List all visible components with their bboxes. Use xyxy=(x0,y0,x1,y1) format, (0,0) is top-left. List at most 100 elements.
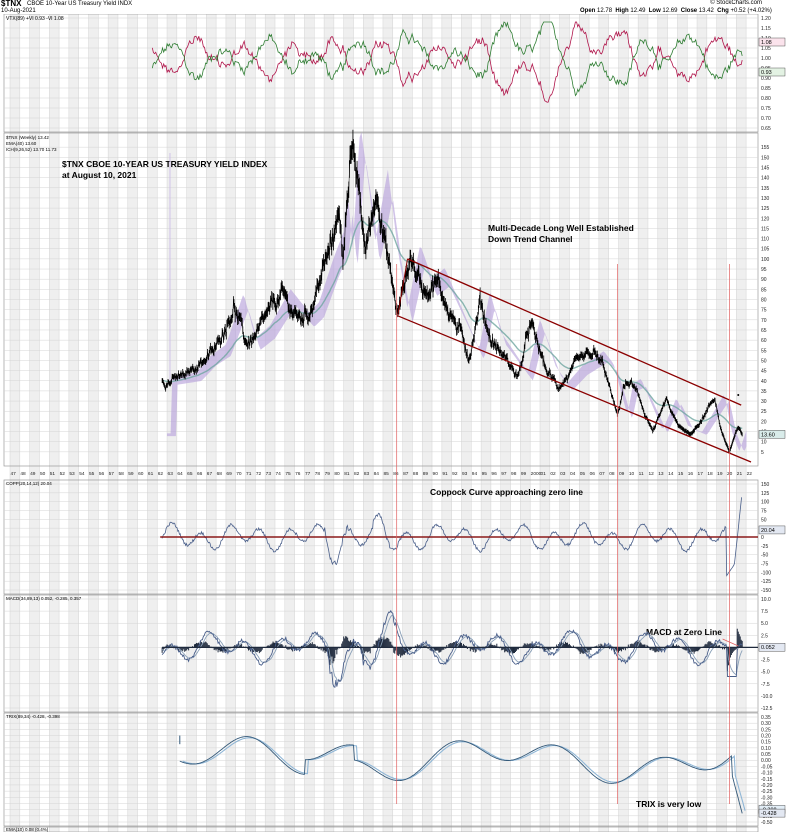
y-tick-label: -0.50 xyxy=(761,820,773,826)
y-tick-label: 0.80 xyxy=(761,96,771,102)
x-tick-label: 53 xyxy=(69,471,75,477)
y-tick-label: 35 xyxy=(761,389,767,395)
y-tick-label: -0.35 xyxy=(761,801,773,807)
vortex-y-axis: 1.201.151.101.051.000.950.900.850.800.75… xyxy=(4,16,771,132)
x-tick-label: 60 xyxy=(138,471,144,477)
x-tick-label: 14 xyxy=(668,471,674,477)
year-stripe xyxy=(88,14,99,832)
price-dot xyxy=(737,393,740,396)
y-tick-label: -25 xyxy=(761,544,768,550)
y-tick-label: 0.30 xyxy=(761,721,771,727)
year-stripe xyxy=(225,14,236,832)
trix-panel-frame xyxy=(3,712,759,827)
x-tick-label: 75 xyxy=(285,471,291,477)
y-tick-label: -150 xyxy=(761,588,771,594)
y-tick-label: 0.15 xyxy=(761,740,771,746)
x-tick-label: 04 xyxy=(570,471,576,477)
x-tick-label: 01 xyxy=(541,471,547,477)
y-tick-label: 65 xyxy=(761,328,767,334)
year-stripe xyxy=(579,14,590,832)
x-tick-label: 96 xyxy=(491,471,497,477)
x-tick-label: 92 xyxy=(452,471,458,477)
trix-legend: TRIX(89,34) -0.428, -0.398 xyxy=(6,714,60,719)
y-tick-label: 150 xyxy=(761,482,770,488)
high-label: High xyxy=(615,8,629,14)
vertical-grid xyxy=(9,14,747,832)
trix-y-axis: 0.350.300.250.200.150.100.050.00-0.05-0.… xyxy=(4,715,773,826)
x-tick-label: 78 xyxy=(315,471,321,477)
year-stripe xyxy=(127,14,138,832)
y-tick-label: 2.5 xyxy=(761,633,768,639)
y-tick-label: 140 xyxy=(761,176,770,182)
y-tick-label: 95 xyxy=(761,267,767,273)
x-tick-label: 82 xyxy=(354,471,360,477)
channel-annotation-2: Down Trend Channel xyxy=(488,234,573,244)
x-tick-label: 89 xyxy=(423,471,429,477)
year-stripe xyxy=(540,14,550,832)
y-tick-label: 0.10 xyxy=(761,746,771,752)
high-value: 12.49 xyxy=(630,8,646,14)
y-tick-label: 50 xyxy=(761,517,767,523)
x-tick-label: 16 xyxy=(688,471,694,477)
y-tick-label: 7.5 xyxy=(761,609,768,615)
price-legend-1: EMA(40) 13.60 xyxy=(6,141,37,146)
y-tick-label: 100 xyxy=(761,500,770,506)
y-tick-label: 135 xyxy=(761,186,770,192)
x-tick-label: 54 xyxy=(79,471,85,477)
price-legend-0: $TNX (Weekly) 13.42 xyxy=(6,135,49,140)
y-tick-label: 0.65 xyxy=(761,126,771,132)
y-tick-label: -0.20 xyxy=(761,783,773,789)
y-tick-label: 130 xyxy=(761,196,770,202)
x-tick-label: 57 xyxy=(109,471,115,477)
macd-annotation: MACD at Zero Line xyxy=(646,627,722,637)
year-stripe xyxy=(324,14,334,832)
y-tick-label: 75 xyxy=(761,308,767,314)
chart-date: 10-Aug-2021 xyxy=(1,8,36,14)
coppock-last-label: 20.04 xyxy=(761,528,775,534)
x-tick-label: 83 xyxy=(364,471,370,477)
y-tick-label: 25 xyxy=(761,409,767,415)
low-value: 12.69 xyxy=(662,8,678,14)
x-tick-label: 68 xyxy=(217,471,223,477)
macd-last-label-box xyxy=(758,643,786,652)
x-tick-label: 97 xyxy=(501,471,507,477)
x-tick-label: 94 xyxy=(472,471,478,477)
year-stripe xyxy=(29,14,40,832)
open-value: 12.78 xyxy=(597,8,613,14)
channel-upper-line xyxy=(407,258,742,406)
y-tick-label: 110 xyxy=(761,237,769,243)
trix-signal-line xyxy=(182,737,746,811)
vortex-plus-line xyxy=(151,21,743,97)
y-tick-label: 0.70 xyxy=(761,116,771,122)
y-tick-label: 1.20 xyxy=(761,16,771,22)
x-tick-label: 86 xyxy=(393,471,399,477)
x-tick-label: 11 xyxy=(639,471,644,477)
year-stripe xyxy=(186,14,197,832)
y-tick-label: 45 xyxy=(761,369,767,375)
y-tick-label: 150 xyxy=(761,155,770,161)
x-tick-label: 71 xyxy=(246,471,252,477)
coppock-annotation: Coppock Curve approaching zero line xyxy=(430,487,583,497)
y-tick-label: 1.15 xyxy=(761,26,771,32)
vortex-last-minus-box xyxy=(758,37,786,47)
ticker-symbol: $TNX xyxy=(1,0,22,8)
y-tick-label: 105 xyxy=(761,247,770,253)
instrument-name: CBOE 10-Year US Treasury Yield INDX xyxy=(27,1,133,7)
y-tick-label: 90 xyxy=(761,277,767,283)
year-stripe xyxy=(284,14,295,832)
vortex-last-plus: 0.93 xyxy=(761,70,772,76)
year-stripe xyxy=(520,14,531,832)
year-stripe xyxy=(402,14,413,832)
year-stripe xyxy=(736,14,747,832)
year-stripe xyxy=(363,14,374,832)
x-tick-label: 19 xyxy=(717,471,723,477)
close-label: Close xyxy=(680,8,698,14)
year-stripe xyxy=(108,14,118,832)
macd-line xyxy=(161,609,743,688)
y-tick-label: 10.0 xyxy=(761,597,771,603)
year-stripe xyxy=(598,14,609,832)
chart-canvas: 1.201.151.101.051.000.950.900.850.800.75… xyxy=(3,14,786,832)
y-tick-label: -0.25 xyxy=(761,789,773,795)
price-title: $TNX CBOE 10-YEAR US TREASURY YIELD INDE… xyxy=(62,159,268,169)
year-stripe xyxy=(441,14,452,832)
